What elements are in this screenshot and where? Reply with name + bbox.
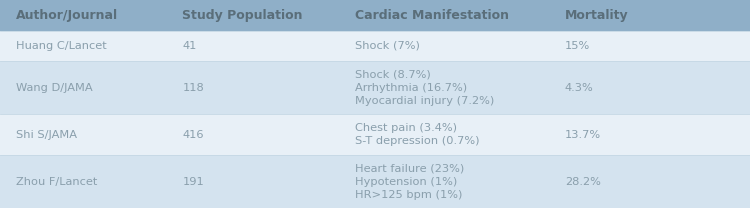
Text: Hypotension (1%): Hypotension (1%): [355, 177, 457, 187]
Text: 41: 41: [182, 41, 196, 51]
Text: Shi S/JAMA: Shi S/JAMA: [16, 130, 76, 140]
Text: Shock (8.7%): Shock (8.7%): [355, 69, 430, 79]
Text: Huang C/Lancet: Huang C/Lancet: [16, 41, 106, 51]
Text: 118: 118: [182, 83, 204, 93]
Text: Zhou F/Lancet: Zhou F/Lancet: [16, 177, 98, 187]
Text: 4.3%: 4.3%: [565, 83, 593, 93]
Text: 28.2%: 28.2%: [565, 177, 601, 187]
Bar: [0, 155, 750, 208]
Text: Myocardial injury (7.2%): Myocardial injury (7.2%): [355, 96, 494, 106]
Text: Shock (7%): Shock (7%): [355, 41, 420, 51]
Text: Heart failure (23%): Heart failure (23%): [355, 163, 464, 173]
Bar: [0, 61, 750, 114]
Text: Arrhythmia (16.7%): Arrhythmia (16.7%): [355, 83, 466, 93]
Text: Wang D/JAMA: Wang D/JAMA: [16, 83, 92, 93]
Text: 416: 416: [182, 130, 204, 140]
Bar: [0, 0, 750, 31]
Text: Mortality: Mortality: [565, 9, 628, 22]
Text: S-T depression (0.7%): S-T depression (0.7%): [355, 136, 479, 146]
Text: Author/Journal: Author/Journal: [16, 9, 118, 22]
Text: Chest pain (3.4%): Chest pain (3.4%): [355, 123, 457, 133]
Text: 191: 191: [182, 177, 204, 187]
Bar: [0, 114, 750, 155]
Text: 15%: 15%: [565, 41, 590, 51]
Text: HR>125 bpm (1%): HR>125 bpm (1%): [355, 190, 462, 200]
Text: 13.7%: 13.7%: [565, 130, 601, 140]
Text: Study Population: Study Population: [182, 9, 303, 22]
Bar: [0, 31, 750, 61]
Text: Cardiac Manifestation: Cardiac Manifestation: [355, 9, 509, 22]
